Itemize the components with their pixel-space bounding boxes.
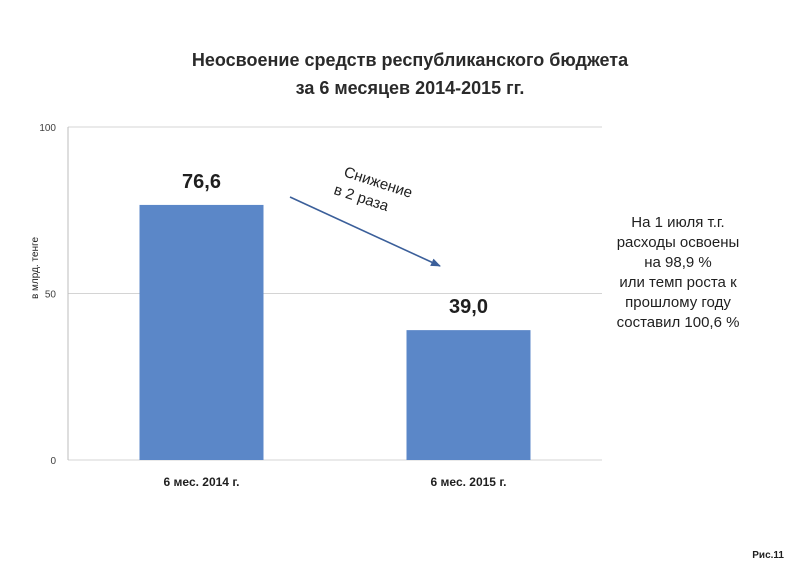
title-line-2: за 6 месяцев 2014-2015 гг. [295, 78, 525, 98]
data-label: 39,0 [449, 296, 488, 318]
figure-label: Рис.11 [752, 550, 784, 561]
data-label: 76,6 [182, 171, 221, 193]
side-note-line: прошлому году [625, 294, 731, 311]
y-tick-label: 50 [45, 290, 57, 301]
bar [406, 330, 531, 460]
chart-title: Неосвоение средств республиканского бюдж… [120, 46, 700, 102]
side-note-line: на 98,9 % [644, 254, 712, 271]
decrease-arrow [289, 196, 441, 267]
y-tick-label: 100 [39, 123, 56, 134]
side-note-line: На 1 июля т.г. [631, 214, 725, 231]
side-note: На 1 июля т.г. расходы освоены на 98,9 %… [590, 213, 766, 333]
side-note-line: или темп роста к [619, 274, 737, 291]
bar [139, 204, 264, 460]
side-note-line: составил 100,6 % [616, 314, 740, 331]
y-axis-label: в млрд. тенге [30, 237, 41, 300]
side-note-line: расходы освоены [616, 234, 740, 251]
y-tick-label: 0 [50, 456, 56, 467]
x-tick-label: 6 мес. 2015 г. [431, 475, 507, 489]
title-line-1: Неосвоение средств республиканского бюдж… [191, 50, 629, 70]
x-tick-label: 6 мес. 2014 г. [164, 475, 240, 489]
